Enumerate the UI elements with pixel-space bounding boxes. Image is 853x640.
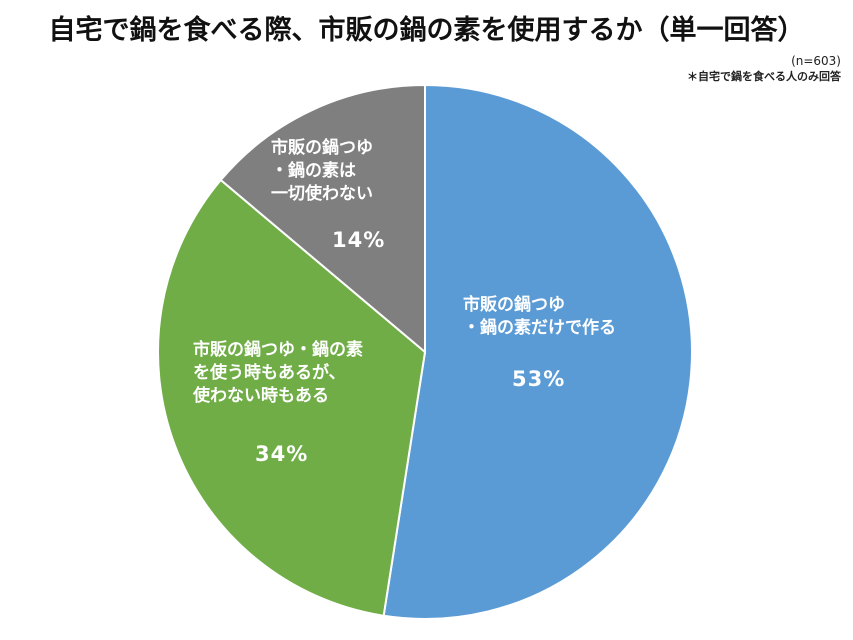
slice-label-never: 市販の鍋つゆ ・鍋の素は 一切使わない xyxy=(271,137,373,206)
pie-slice xyxy=(382,83,694,620)
slice-pct-only-store-bought: 53% xyxy=(512,367,566,391)
label-line: 市販の鍋つゆ・鍋の素 xyxy=(193,340,363,360)
label-line: ・鍋の素だけで作る xyxy=(463,318,616,338)
label-line: 使わない時もある xyxy=(193,386,329,406)
sample-size-note: (n=603) xyxy=(791,54,841,68)
slice-label-only-store-bought: 市販の鍋つゆ ・鍋の素だけで作る xyxy=(463,294,616,340)
pie-slice xyxy=(157,178,427,617)
slice-pct-sometimes: 34% xyxy=(255,442,309,466)
slice-label-sometimes: 市販の鍋つゆ・鍋の素 を使う時もあるが、 使わない時もある xyxy=(193,339,363,408)
chart-title: 自宅で鍋を食べる際、市販の鍋の素を使用するか（単一回答） xyxy=(48,15,805,46)
label-line: を使う時もあるが、 xyxy=(193,363,346,383)
slice-pct-never: 14% xyxy=(332,228,386,252)
label-line: 市販の鍋つゆ xyxy=(271,138,373,158)
label-line: 市販の鍋つゆ xyxy=(463,295,565,315)
respondent-note: ＊自宅で鍋を食べる人のみ回答 xyxy=(687,70,841,83)
pie-slice xyxy=(219,83,426,355)
label-line: 一切使わない xyxy=(271,184,373,204)
label-line: ・鍋の素は xyxy=(271,161,356,181)
